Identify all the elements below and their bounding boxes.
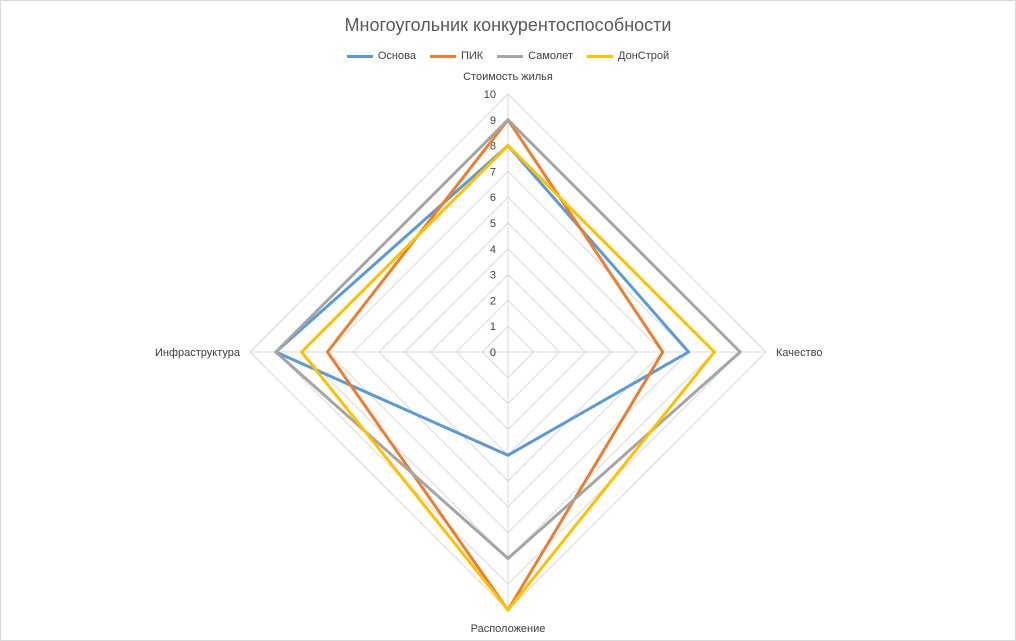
tick-label: 2: [490, 295, 496, 307]
series-line-2: [274, 118, 742, 560]
tick-label: 9: [490, 115, 496, 127]
radial-tick-labels: 0 1 2 3 4 5 6 7 8 9 10: [484, 89, 496, 359]
tick-label: 3: [490, 270, 496, 282]
axis-label-infrastructure: Инфраструктура: [155, 347, 241, 359]
axis-label-quality: Качество: [776, 347, 823, 359]
legend: Основа ПИК Самолет ДонСтрой: [1, 50, 1015, 62]
legend-swatch: [497, 54, 524, 58]
tick-label: 4: [490, 244, 496, 256]
series-line-3: [300, 144, 716, 612]
tick-label: 10: [484, 89, 496, 101]
series-line-0: [274, 144, 691, 457]
tick-label: 0: [490, 347, 496, 359]
axis-label-cost: Стоимость жилья: [463, 71, 553, 83]
tick-label: 1: [490, 321, 496, 333]
legend-label: Самолет: [528, 50, 574, 62]
legend-item-donstroy: ДонСтрой: [587, 50, 669, 62]
legend-label: ПИК: [460, 50, 484, 62]
axis-label-location: Расположение: [471, 623, 546, 635]
legend-swatch: [587, 54, 614, 58]
tick-label: 6: [490, 192, 496, 204]
legend-label: Основа: [377, 50, 416, 62]
legend-item-pik: ПИК: [429, 50, 484, 62]
legend-label: ДонСтрой: [618, 50, 670, 62]
legend-item-osnova: Основа: [346, 50, 416, 62]
tick-label: 5: [490, 218, 496, 230]
legend-swatch: [346, 54, 373, 58]
legend-item-samolet: Самолет: [497, 50, 573, 62]
tick-label: 8: [490, 141, 496, 153]
tick-label: 7: [490, 166, 496, 178]
chart-title: Многоугольник конкурентоспособности: [344, 15, 672, 35]
series-lines: [274, 118, 742, 612]
legend-swatch: [429, 54, 456, 58]
